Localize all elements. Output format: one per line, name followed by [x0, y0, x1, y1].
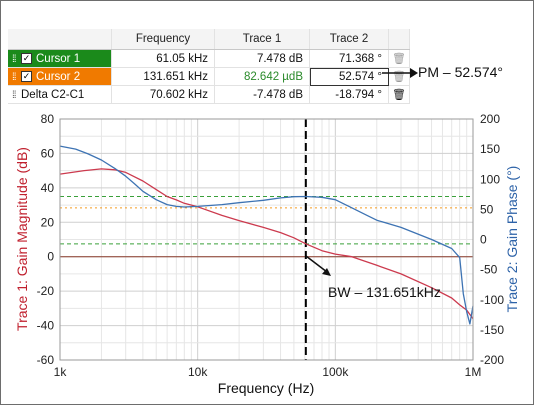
cursor-1-trace1: 7.478 dB — [214, 49, 310, 68]
right-tick-label: 50 — [480, 202, 494, 216]
right-tick-label: 100 — [480, 172, 500, 186]
x-axis-label: Frequency (Hz) — [218, 380, 314, 396]
header-name — [8, 29, 112, 50]
chart-grid — [59, 118, 474, 361]
right-axis-ticks: 200 150 100 50 0 -50 -100 -150 -200 — [480, 112, 504, 367]
drag-handle-icon[interactable]: ⁞⁞ — [12, 53, 17, 65]
delete-cursor-1-button[interactable]: 🗑 — [388, 49, 410, 68]
header-actions — [388, 29, 410, 50]
cursor-1-frequency: 61.05 kHz — [111, 49, 215, 68]
x-tick-label: 100k — [322, 365, 349, 379]
right-tick-label: 200 — [480, 112, 500, 126]
right-tick-label: -150 — [480, 323, 504, 337]
delta-row[interactable]: ⁞⁞ Delta C2-C1 70.602 kHz -7.478 dB -18.7… — [8, 85, 410, 104]
left-tick-label: 20 — [41, 215, 55, 229]
right-tick-label: 0 — [480, 233, 487, 247]
cursor-table: Frequency Trace 1 Trace 2 ⁞⁞ ✓ Cursor 1 61… — [8, 29, 410, 104]
x-axis-ticks: 1k 10k 100k 1M — [54, 365, 482, 379]
left-axis-ticks: 80 60 40 20 0 -20 -40 -60 — [37, 112, 55, 367]
x-tick-label: 1k — [54, 365, 68, 379]
right-tick-label: 150 — [480, 142, 500, 156]
checkbox-checked-icon[interactable]: ✓ — [21, 52, 32, 64]
delete-delta-button[interactable]: 🗑 — [388, 85, 410, 104]
delta-label: Delta C2-C1 — [21, 88, 85, 101]
pm-arrow — [382, 68, 418, 78]
left-tick-label: 0 — [47, 250, 54, 264]
trash-icon: 🗑 — [392, 53, 406, 65]
left-tick-label: 40 — [41, 181, 55, 195]
trash-icon: 🗑 — [392, 71, 406, 83]
cursor-row-2[interactable]: ⁞⁞ ✓ Cursor 2 131.651 kHz 82.642 µdB 52.57… — [8, 67, 410, 86]
trash-icon: 🗑 — [392, 89, 406, 101]
header-trace1[interactable]: Trace 1 — [214, 29, 310, 50]
left-axis-label: Trace 1: Gain Magnitude (dB) — [14, 147, 30, 331]
trace1-gain-magnitude-line — [59, 168, 474, 320]
cursor-table-header: Frequency Trace 1 Trace 2 — [8, 29, 410, 50]
cursor-2-trace1: 82.642 µdB — [214, 67, 310, 86]
cursor-row-1[interactable]: ⁞⁞ ✓ Cursor 1 61.05 kHz 7.478 dB 71.368 ° … — [8, 49, 410, 68]
left-tick-label: -60 — [37, 353, 55, 367]
header-frequency[interactable]: Frequency — [111, 29, 215, 50]
delta-name-cell: ⁞⁞ Delta C2-C1 — [8, 85, 112, 104]
header-trace2[interactable]: Trace 2 — [309, 29, 389, 50]
cursor-1-trace2: 71.368 ° — [309, 49, 389, 68]
cursor-2-name-cell[interactable]: ⁞⁞ ✓ Cursor 2 — [8, 67, 112, 86]
left-tick-label: -40 — [37, 319, 55, 333]
left-tick-label: 80 — [41, 112, 55, 126]
cursor-1-label: Cursor 1 — [36, 52, 81, 65]
drag-handle-icon[interactable]: ⁞⁞ — [12, 71, 17, 83]
delete-cursor-2-button[interactable]: 🗑 — [388, 67, 410, 86]
delta-frequency: 70.602 kHz — [111, 85, 215, 104]
cursor-2-trace2[interactable]: 52.574 ° — [309, 67, 389, 86]
chart-traces — [59, 145, 474, 325]
right-axis-label: Trace 2: Gain Phase (°) — [504, 166, 520, 313]
x-tick-label: 1M — [465, 365, 482, 379]
phase-margin-annotation: PM – 52.574° — [418, 64, 503, 80]
right-tick-label: -100 — [480, 293, 504, 307]
drag-handle-icon[interactable]: ⁞⁞ — [12, 89, 17, 101]
bandwidth-annotation: BW – 131.651kHz — [328, 284, 441, 300]
plot-area-border — [59, 118, 474, 361]
bw-arrow — [305, 255, 331, 276]
right-tick-label: -200 — [480, 353, 504, 367]
delta-trace2: -18.794 ° — [309, 85, 389, 104]
cursor-1-name-cell[interactable]: ⁞⁞ ✓ Cursor 1 — [8, 49, 112, 68]
cursor-reference-lines — [60, 119, 473, 360]
delta-trace1: -7.478 dB — [214, 85, 310, 104]
checkbox-checked-icon[interactable]: ✓ — [21, 70, 32, 82]
left-tick-label: 60 — [41, 146, 55, 160]
right-tick-label: -50 — [480, 263, 498, 277]
cursor-2-label: Cursor 2 — [36, 70, 81, 83]
trace2-gain-phase-line — [59, 145, 474, 325]
cursor-2-frequency: 131.651 kHz — [111, 67, 215, 86]
left-tick-label: -20 — [37, 284, 55, 298]
x-tick-label: 10k — [188, 365, 208, 379]
